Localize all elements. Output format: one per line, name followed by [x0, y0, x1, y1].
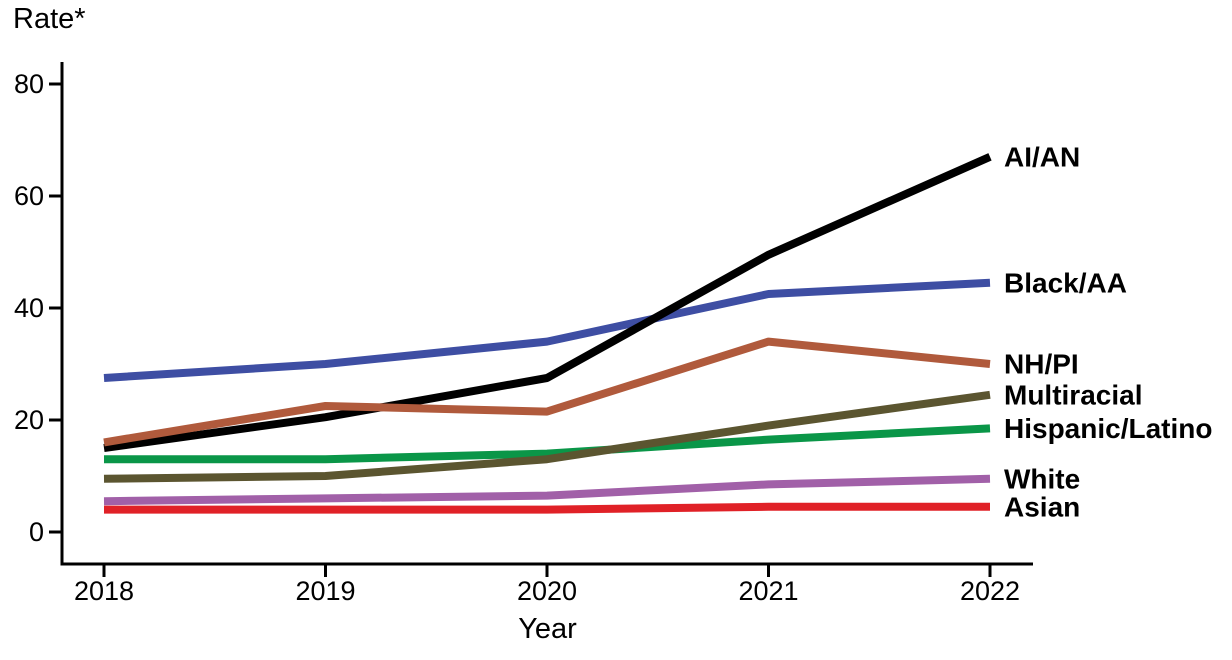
chart-title: Rate*	[13, 3, 86, 35]
x-tick-label: 2018	[74, 576, 134, 606]
x-tick-label: 2020	[517, 576, 577, 606]
x-tick-label: 2019	[295, 576, 355, 606]
y-tick-label: 40	[14, 293, 44, 323]
series-line-nh-pi	[103, 337, 991, 447]
y-tick-label: 20	[14, 405, 44, 435]
series-label-nh-pi: NH/PI	[1004, 349, 1079, 380]
series-label-ai-an: AI/AN	[1004, 141, 1080, 172]
series-line-white	[103, 474, 991, 506]
x-axis-title: Year	[518, 613, 577, 645]
series-line-black-aa	[103, 278, 991, 382]
x-tick-label: 2021	[738, 576, 798, 606]
series-line-asian	[104, 502, 990, 514]
series-label-white: White	[1004, 463, 1080, 494]
series-label-multiracial: Multiracial	[1004, 379, 1142, 410]
series-line-hispanic-latino	[104, 424, 991, 464]
series-line-ai-an	[103, 153, 992, 452]
series-label-hispanic-latino: Hispanic/Latino	[1004, 413, 1212, 444]
series-label-black-aa: Black/AA	[1004, 267, 1127, 298]
y-tick-label: 60	[14, 181, 44, 211]
series-label-asian: Asian	[1004, 491, 1080, 522]
y-tick-label: 0	[29, 517, 44, 547]
x-tick-label: 2022	[960, 576, 1020, 606]
series-line-multiracial	[103, 390, 991, 483]
y-tick-label: 80	[14, 69, 44, 99]
